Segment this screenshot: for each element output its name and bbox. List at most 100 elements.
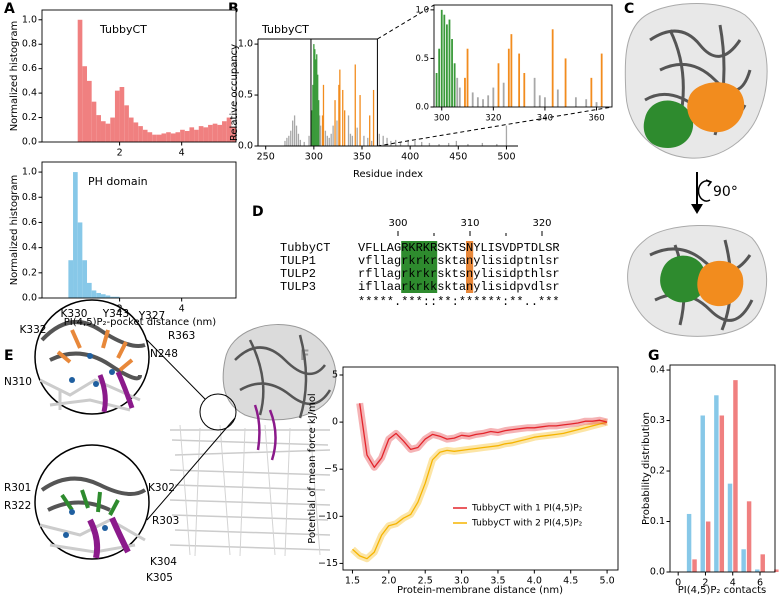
histogram-bar <box>114 90 120 142</box>
residue-label: R301 <box>4 482 31 494</box>
histogram-bar <box>96 115 101 142</box>
histogram-bar <box>87 80 92 142</box>
row-name: TULP3 <box>280 280 316 294</box>
histogram-bar <box>77 19 83 142</box>
y-axis-label: Normalized histogram <box>9 21 20 132</box>
bar <box>372 89 375 146</box>
bar <box>359 95 361 146</box>
bar <box>321 115 324 146</box>
histogram-bar <box>119 87 125 142</box>
panel-letter: E <box>4 348 14 364</box>
histogram-bar <box>77 222 83 298</box>
ruler-label: 320 <box>532 218 551 229</box>
bar <box>518 53 521 107</box>
histogram-bar <box>161 133 167 142</box>
histogram-bar <box>203 127 209 142</box>
x-tick-label: 2 <box>702 578 708 589</box>
zoom-connector <box>377 106 613 147</box>
bar <box>313 44 315 146</box>
y-tick-label: 0.2 <box>650 466 665 477</box>
histogram-bar <box>105 123 111 142</box>
x-tick-label: 340 <box>537 114 553 124</box>
sequence: rfllagrkrkrsktsnylisidpthlsr <box>358 267 560 281</box>
histogram-bar <box>68 260 74 298</box>
bar <box>746 501 752 572</box>
panel-letter: C <box>624 1 634 17</box>
bar <box>507 48 510 107</box>
bar <box>692 559 697 572</box>
plot-frame <box>41 9 237 143</box>
bar <box>544 97 546 107</box>
histogram-bar <box>100 121 106 142</box>
bar <box>326 135 328 146</box>
y-tick-label: 1.0 <box>238 39 253 50</box>
bar <box>481 142 484 146</box>
x-tick-label: 320 <box>485 114 501 124</box>
x-tick-label: 250 <box>257 152 275 163</box>
histogram-bar <box>170 133 176 142</box>
bar <box>378 133 380 146</box>
x-axis-label: PI(4,5)P₂ contacts <box>678 585 767 596</box>
x-tick-label: 500 <box>497 152 515 163</box>
bar <box>317 74 319 146</box>
histogram-bar <box>142 129 148 142</box>
y-tick-label: 0.0 <box>415 103 429 113</box>
bar <box>760 554 765 572</box>
x-tick-label: 4 <box>179 148 185 159</box>
bar <box>700 415 705 572</box>
bar <box>467 143 469 146</box>
bar <box>356 127 358 146</box>
bar <box>755 569 760 572</box>
residue-label: K304 <box>150 556 177 568</box>
histogram-bar <box>110 296 115 298</box>
structure-c: 90° <box>624 3 768 337</box>
bar <box>435 73 438 107</box>
histogram-bar <box>212 123 218 142</box>
ruler-label: 310 <box>460 218 479 229</box>
plot-area <box>343 367 618 570</box>
histogram-bar <box>133 122 139 142</box>
bar <box>443 14 446 107</box>
histogram-bar <box>147 132 153 142</box>
sequence: vfllagrkrkrsktanylisidptnlsr <box>358 254 560 268</box>
y-tick-label: 0.8 <box>22 192 37 203</box>
plot-frame <box>342 366 619 571</box>
bar <box>386 137 388 146</box>
histogram-bar <box>156 134 162 142</box>
histogram-bar <box>217 124 223 142</box>
chart-title: TubbyCT <box>261 23 309 36</box>
conservation: *****.***::**:******:**..*** <box>358 295 560 309</box>
y-tick-label: 0.4 <box>22 88 37 99</box>
histogram-bar <box>110 117 115 142</box>
bar <box>456 77 459 107</box>
bar <box>292 120 294 146</box>
histogram-bar <box>184 131 190 142</box>
x-axis-label: PI(4,5)P₂-pocket distance (nm) <box>64 317 217 328</box>
y-axis-label: Relative occupancy <box>229 44 240 141</box>
panel-letter: A <box>4 1 15 17</box>
histogram-bar <box>124 105 129 142</box>
x-tick-label: 450 <box>449 152 467 163</box>
histogram-bar <box>208 124 213 142</box>
bar <box>332 125 334 146</box>
x-tick-label: 300 <box>434 114 450 124</box>
y-tick-label: 0.3 <box>650 415 665 426</box>
bar <box>351 135 354 146</box>
plot-area <box>434 5 612 107</box>
bar <box>308 135 310 146</box>
bar <box>497 63 500 107</box>
histogram-bar <box>87 282 92 298</box>
residue-label: Y327 <box>138 310 165 322</box>
bar <box>315 59 317 146</box>
x-tick-label: 2.5 <box>418 576 433 587</box>
bar <box>339 69 341 146</box>
bar <box>448 19 451 108</box>
y-tick-label: 0.8 <box>22 39 37 50</box>
x-tick-label: 4 <box>730 578 736 589</box>
y-axis-label: Normalized histogram <box>9 175 20 286</box>
bar <box>502 82 505 107</box>
bar <box>492 87 495 107</box>
x-tick-label: 6 <box>757 578 763 589</box>
sequence: VFLLAGRKRKRSKTSNYLISVDPTDLSR <box>358 241 560 255</box>
histogram-bar <box>231 127 236 142</box>
